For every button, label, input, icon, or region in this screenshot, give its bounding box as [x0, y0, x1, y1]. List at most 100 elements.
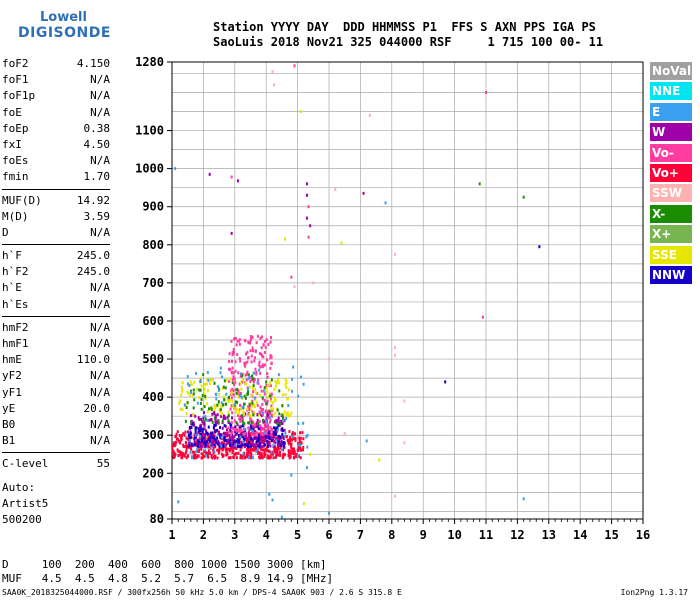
echo-point: [291, 438, 294, 442]
echo-point: [209, 436, 212, 440]
echo-point: [246, 436, 249, 440]
echo-point: [202, 436, 205, 440]
echo-point: [290, 443, 293, 447]
echo-point: [277, 417, 280, 421]
parameter-name: h`F2: [2, 265, 29, 279]
echo-point: [252, 413, 255, 417]
echo-point: [196, 454, 199, 458]
echo-point: [231, 411, 234, 415]
echo-point: [213, 456, 216, 460]
echo-point: [202, 373, 205, 377]
parameter-row: h`F2 245.0: [2, 264, 110, 280]
echo-point: [208, 418, 211, 422]
y-tick-label: 80: [150, 512, 164, 526]
echo-point: [284, 237, 287, 241]
echo-point: [478, 182, 481, 186]
echo-point: [212, 446, 215, 450]
echo-point: [262, 355, 265, 359]
echo-point: [208, 172, 211, 176]
echo-point: [236, 437, 239, 441]
echo-point: [243, 361, 246, 365]
echo-point: [232, 436, 235, 440]
echo-point: [202, 416, 205, 420]
echo-point: [362, 191, 365, 195]
echo-point: [237, 411, 240, 415]
parameter-value: 0.38: [83, 121, 111, 135]
echo-point: [281, 441, 284, 445]
echo-point: [283, 453, 286, 457]
echo-point: [231, 353, 234, 357]
echo-point: [198, 418, 201, 422]
echo-point: [267, 456, 270, 460]
parameter-row: MUF(D) 14.92: [2, 193, 110, 209]
echo-point: [274, 428, 277, 432]
lowell-digisonde-logo: Lowell DIGISONDE: [0, 0, 120, 50]
echo-point: [230, 231, 233, 235]
echo-point: [232, 427, 235, 431]
echo-point: [226, 440, 229, 444]
echo-point: [268, 420, 271, 424]
echo-point: [278, 412, 281, 416]
echo-point: [197, 416, 200, 420]
y-tick-label: 700: [142, 276, 164, 290]
echo-point: [208, 433, 211, 437]
x-tick-label: 7: [357, 528, 364, 542]
echo-point: [233, 402, 236, 406]
echo-point: [251, 429, 254, 433]
y-tick-label: 500: [142, 352, 164, 366]
echo-point: [216, 456, 219, 460]
echo-point: [211, 420, 214, 424]
echo-point: [250, 335, 253, 339]
echo-point: [252, 384, 255, 388]
parameter-value: N/A: [90, 73, 110, 87]
echo-point: [297, 394, 300, 398]
echo-point: [244, 431, 247, 435]
echo-point: [275, 439, 278, 443]
echo-point: [204, 454, 207, 458]
echo-point: [262, 448, 265, 452]
echo-point: [213, 454, 216, 458]
echo-point: [233, 445, 236, 449]
echo-point: [263, 386, 266, 390]
echo-point: [393, 252, 396, 256]
echo-point: [210, 446, 213, 450]
echo-point: [240, 387, 243, 391]
echo-point: [265, 409, 268, 413]
echo-point: [294, 432, 297, 436]
parameter-value: N/A: [90, 320, 110, 334]
echo-point: [262, 437, 265, 441]
echo-point: [241, 456, 244, 460]
echo-point: [181, 454, 184, 458]
echo-point: [286, 397, 289, 401]
echo-point: [207, 445, 210, 449]
echo-point: [212, 425, 215, 429]
echo-point: [242, 410, 245, 414]
echo-point: [194, 456, 197, 460]
echo-point: [208, 439, 211, 443]
echo-point: [192, 392, 195, 396]
echo-point: [302, 502, 305, 506]
echo-point: [271, 433, 274, 437]
echo-point: [242, 378, 245, 382]
echo-point: [191, 422, 194, 426]
echo-point: [254, 367, 257, 371]
echo-point: [255, 401, 258, 405]
echo-point: [206, 433, 209, 437]
echo-point: [247, 405, 250, 409]
echo-point: [246, 387, 249, 391]
echo-point: [299, 456, 302, 460]
echo-point: [172, 441, 175, 445]
echo-point: [258, 436, 261, 440]
echo-point: [235, 452, 238, 456]
echo-point: [259, 434, 262, 438]
echo-point: [285, 417, 288, 421]
echo-point: [251, 448, 254, 452]
echo-point: [200, 417, 203, 421]
echo-point: [266, 427, 269, 431]
echo-point: [249, 401, 252, 405]
echo-point: [201, 427, 204, 431]
echo-point: [269, 411, 272, 415]
echo-point: [198, 431, 201, 435]
echo-point: [183, 433, 186, 437]
echo-point: [215, 438, 218, 442]
